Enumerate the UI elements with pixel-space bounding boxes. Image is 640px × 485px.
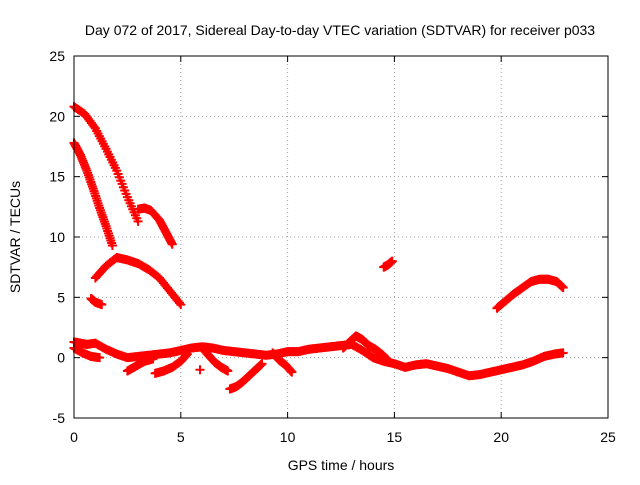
y-tick-label: 15: [49, 169, 65, 185]
data-point: [383, 355, 393, 365]
x-tick-label: 5: [177, 429, 185, 445]
series-lower-3: [150, 349, 192, 378]
y-tick-labels: -5 0 5 10 15 20 25: [49, 48, 65, 426]
x-tick-labels: 0 5 10 15 20 25: [70, 429, 616, 445]
y-tick-label: 0: [57, 350, 65, 366]
series-hump: [338, 331, 393, 365]
series-arc-e: [86, 294, 107, 310]
chart-title: Day 072 of 2017, Sidereal Day-to-day VTE…: [85, 22, 595, 38]
series-arc-c: [69, 138, 117, 250]
data-point: [176, 300, 186, 310]
data-point: [558, 348, 568, 358]
y-tick-label: 25: [49, 48, 65, 64]
series-lower-6: [268, 348, 297, 377]
x-tick-label: 20: [493, 429, 509, 445]
data-point: [195, 365, 205, 375]
data-points: [69, 102, 568, 394]
series-arc-d: [90, 253, 186, 310]
y-axis-label: SDTVAR / TECUs: [7, 181, 23, 293]
data-point: [107, 240, 117, 250]
y-tick-label: 10: [49, 229, 65, 245]
data-point: [97, 300, 107, 310]
x-tick-label: 25: [600, 429, 616, 445]
data-point: [167, 239, 177, 249]
series-arc-b: [133, 203, 177, 249]
data-point: [133, 216, 143, 226]
data-point: [182, 349, 192, 359]
data-point: [387, 256, 397, 266]
series-lower-2: [122, 354, 158, 376]
y-tick-label: -5: [53, 410, 66, 426]
x-tick-label: 10: [280, 429, 296, 445]
x-tick-label: 0: [70, 429, 78, 445]
x-axis-label: GPS time / hours: [288, 457, 395, 473]
data-point: [95, 353, 105, 363]
series-single: [195, 365, 205, 375]
x-tick-label: 15: [387, 429, 403, 445]
data-point: [287, 367, 297, 377]
data-point: [558, 283, 568, 293]
series-lower-5: [225, 359, 267, 394]
grid-lines: [74, 56, 608, 418]
data-point: [148, 354, 158, 364]
series-arc-f: [379, 256, 397, 272]
plot-frame: [73, 55, 609, 419]
y-tick-label: 5: [57, 289, 65, 305]
data-point: [257, 359, 267, 369]
data-point: [223, 366, 233, 376]
series-lower-1: [69, 343, 105, 363]
series-baseline: [69, 337, 568, 381]
y-tick-label: 20: [49, 108, 65, 124]
series-arc-g: [492, 274, 568, 313]
series-lower-4: [197, 343, 233, 376]
